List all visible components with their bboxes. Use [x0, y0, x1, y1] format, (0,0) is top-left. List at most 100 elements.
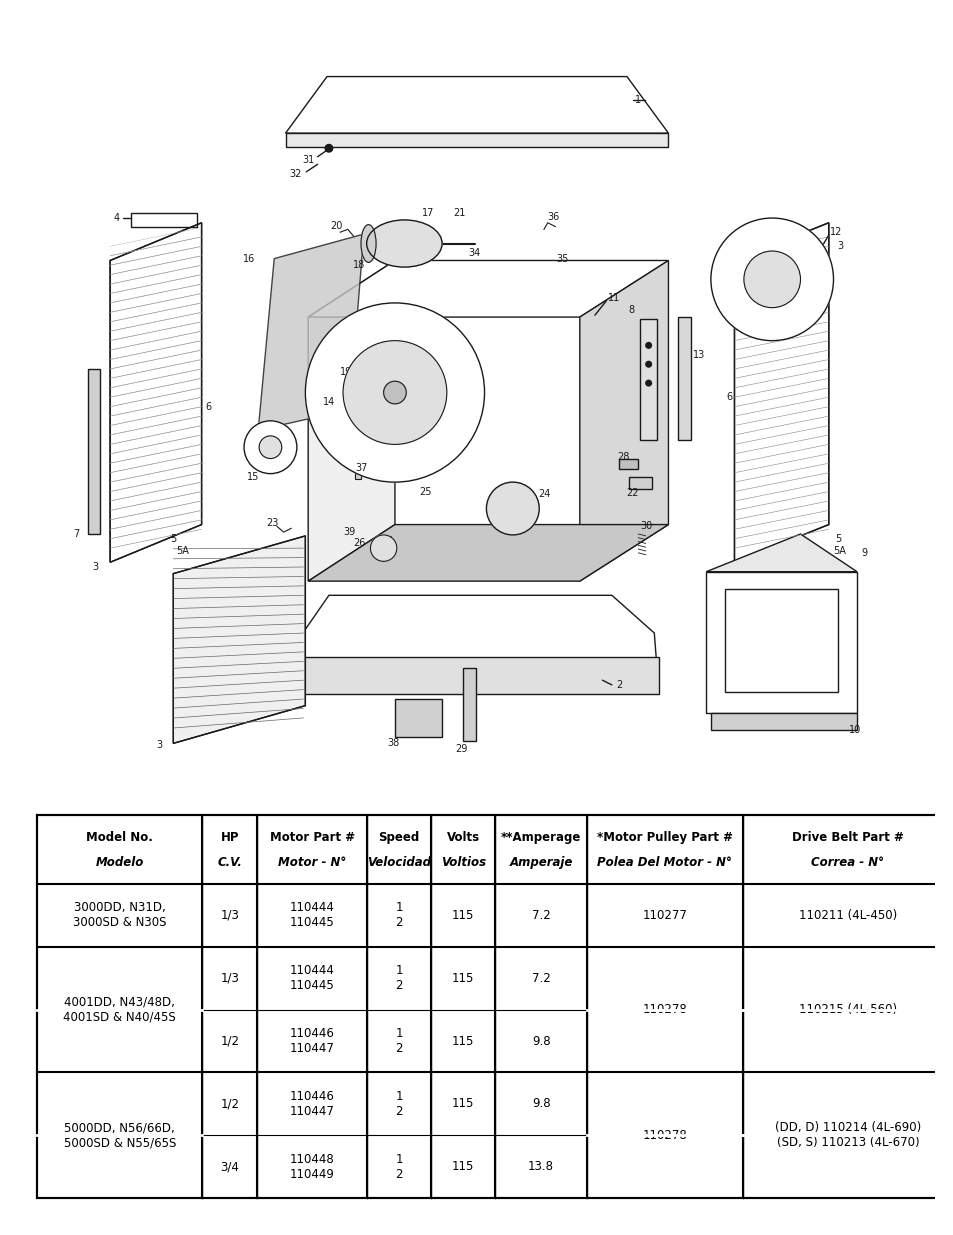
Text: 3000DD, N31D,
3000SD & N30S: 3000DD, N31D, 3000SD & N30S: [73, 902, 167, 930]
Text: 30: 30: [640, 521, 652, 531]
Text: 1
2: 1 2: [395, 965, 402, 992]
Text: 4001DD, N43/48D,
4001SD & N40/45S: 4001DD, N43/48D, 4001SD & N40/45S: [64, 995, 176, 1024]
Text: 9.8: 9.8: [531, 1035, 550, 1047]
Text: 5: 5: [834, 534, 841, 543]
Text: 38: 38: [387, 739, 398, 748]
Text: 110444
110445: 110444 110445: [290, 965, 335, 992]
Circle shape: [343, 341, 446, 445]
Text: 6: 6: [205, 401, 211, 411]
Text: Model No.: Model No.: [87, 831, 153, 844]
Text: 1
2: 1 2: [395, 1152, 402, 1181]
Text: 13.8: 13.8: [528, 1160, 554, 1173]
Text: 35: 35: [556, 253, 568, 263]
Text: 37: 37: [355, 463, 368, 473]
Text: 10: 10: [848, 725, 861, 735]
Text: 115: 115: [452, 1035, 474, 1047]
Text: Speed: Speed: [378, 831, 419, 844]
Text: 21: 21: [453, 209, 465, 219]
Text: 23: 23: [266, 517, 278, 527]
Text: 1/3: 1/3: [220, 972, 239, 984]
Circle shape: [305, 303, 484, 482]
Polygon shape: [286, 595, 659, 694]
Text: *Motor Pulley Part #: *Motor Pulley Part #: [597, 831, 732, 844]
Polygon shape: [308, 525, 668, 582]
Text: 5A: 5A: [176, 546, 189, 556]
Circle shape: [645, 362, 651, 367]
Circle shape: [259, 436, 281, 458]
Polygon shape: [173, 536, 305, 743]
Polygon shape: [705, 534, 856, 572]
Text: 15: 15: [247, 473, 259, 483]
Polygon shape: [110, 222, 201, 562]
Text: Volts: Volts: [446, 831, 479, 844]
Polygon shape: [308, 261, 668, 317]
Text: 1
2: 1 2: [395, 902, 402, 930]
Bar: [710, 713, 856, 730]
Text: 110211 (4L-450): 110211 (4L-450): [798, 909, 896, 923]
Circle shape: [486, 482, 538, 535]
Ellipse shape: [366, 220, 441, 267]
Text: 17: 17: [421, 209, 434, 219]
Polygon shape: [705, 572, 856, 713]
Bar: [618, 459, 638, 469]
Text: 36: 36: [547, 212, 558, 222]
Text: 110277: 110277: [641, 909, 686, 923]
Text: Voltios: Voltios: [440, 856, 485, 869]
Text: Amperaje: Amperaje: [509, 856, 572, 869]
Text: 19: 19: [339, 367, 352, 377]
Bar: [355, 458, 360, 479]
Polygon shape: [258, 235, 363, 430]
Text: 9.8: 9.8: [531, 1098, 550, 1110]
Text: Correa - N°: Correa - N°: [811, 856, 883, 869]
Text: 22: 22: [626, 488, 639, 499]
Text: 1/3: 1/3: [220, 909, 239, 923]
Bar: [628, 478, 652, 489]
Text: 7.2: 7.2: [531, 972, 550, 984]
Text: 25: 25: [418, 487, 431, 496]
Text: **Amperage: **Amperage: [500, 831, 580, 844]
Text: Drive Belt Part #: Drive Belt Part #: [791, 831, 902, 844]
Text: 34: 34: [468, 248, 479, 258]
Text: 1
2: 1 2: [395, 1089, 402, 1118]
Text: 3/4: 3/4: [220, 1160, 239, 1173]
Text: 7.2: 7.2: [531, 909, 550, 923]
Text: 31: 31: [302, 154, 314, 164]
Text: 1/2: 1/2: [220, 1098, 239, 1110]
Text: 1/2: 1/2: [220, 1035, 239, 1047]
Text: 110278: 110278: [641, 1129, 686, 1141]
Text: Polea Del Motor - N°: Polea Del Motor - N°: [597, 856, 731, 869]
Text: 6: 6: [726, 393, 732, 403]
Circle shape: [325, 144, 333, 152]
Text: 20: 20: [330, 221, 342, 231]
Circle shape: [645, 380, 651, 385]
Text: 5000DD, N56/66D,
5000SD & N55/65S: 5000DD, N56/66D, 5000SD & N55/65S: [64, 1121, 175, 1150]
Text: 8: 8: [628, 305, 634, 315]
Text: 26: 26: [353, 538, 365, 548]
Circle shape: [383, 382, 406, 404]
Circle shape: [710, 219, 833, 341]
Bar: [395, 699, 441, 737]
Text: 4: 4: [113, 214, 120, 224]
Bar: [678, 317, 690, 440]
Polygon shape: [286, 657, 659, 694]
Text: 29: 29: [455, 743, 467, 755]
Text: Velocidad: Velocidad: [367, 856, 431, 869]
Text: 110444
110445: 110444 110445: [290, 902, 335, 930]
Text: 1: 1: [635, 95, 640, 105]
Text: HP: HP: [220, 831, 238, 844]
Circle shape: [743, 251, 800, 308]
Bar: [639, 319, 657, 440]
Text: 7: 7: [73, 529, 79, 538]
Text: 14: 14: [322, 396, 335, 408]
Bar: [724, 589, 838, 693]
Bar: [89, 369, 100, 534]
Polygon shape: [734, 222, 828, 562]
Text: 11: 11: [607, 293, 619, 304]
Text: 110215 (4L-560): 110215 (4L-560): [798, 1003, 896, 1016]
Text: 1
2: 1 2: [395, 1028, 402, 1055]
Text: 39: 39: [343, 527, 355, 537]
Text: 3: 3: [836, 241, 842, 252]
Text: 110446
110447: 110446 110447: [290, 1089, 335, 1118]
Text: 110448
110449: 110448 110449: [290, 1152, 335, 1181]
Text: 24: 24: [538, 489, 551, 499]
